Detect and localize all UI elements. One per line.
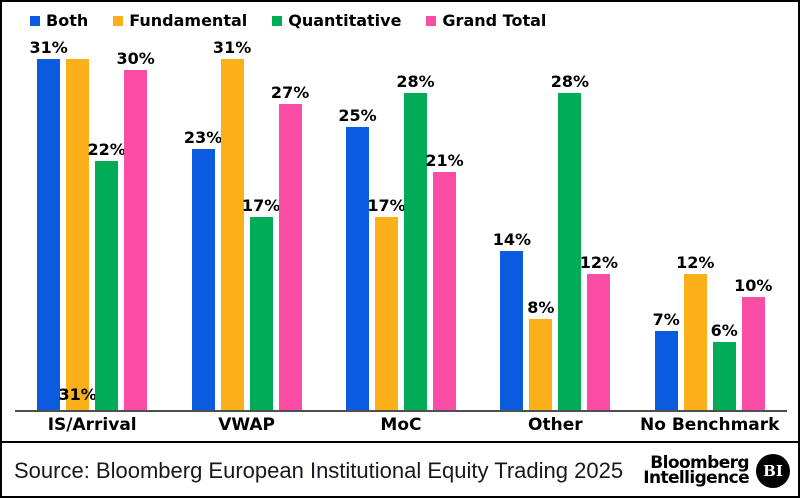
bar-fundamental [529,319,553,410]
category-label: Other [528,415,583,435]
bar-value-label: 27% [270,83,310,102]
legend-label: Both [46,11,89,30]
bar-grand-total [741,297,765,410]
bar-quantitative [249,217,273,410]
bar-fundamental [374,217,398,410]
bar-grand-total [124,70,148,410]
bar-grand-total [432,172,456,410]
bar-slot: 14% [493,36,531,410]
bar-value-label: 21% [425,151,464,170]
legend-swatch-icon [30,15,40,26]
bar-grand-total [587,274,611,410]
legend-item: Both [30,11,88,30]
bar-both [654,331,678,410]
bar-slot: 6% [710,36,738,410]
bar-slot: 23% [184,36,222,410]
logo-line1: Bloomberg [650,452,749,473]
legend-item: Quantitative [272,11,401,30]
bar-quantitative [95,161,119,410]
bar-value-label: 17% [241,196,281,215]
bar-both [191,149,215,410]
bar-value-label: 14% [492,230,532,249]
category-axis: IS/Arrival VWAP MoC Other No Benchmark [15,415,787,435]
legend-swatch-icon [113,15,124,26]
bar-grand-total [278,104,302,410]
bar-slot: 22% [88,36,126,410]
bar-quantitative [403,93,427,410]
bar-slot: 17% [367,36,406,410]
bar-group: 7% 12% 6% 10% [652,36,772,410]
bar-value-label: 7% [652,310,680,329]
bar-slot: 12% [676,36,714,410]
bar-slot: 28% [396,36,435,410]
bar-value-label: 28% [396,72,435,91]
legend-label: Fundamental [129,11,248,30]
bar-fundamental [683,274,707,410]
bloomberg-intelligence-logo: Bloomberg Intelligence BI [643,452,790,488]
bar-value-label: 8% [527,298,555,317]
bar-slot: 28% [551,36,589,410]
bar-value-label: 12% [676,253,715,272]
bar-value-label: 31% [58,385,97,404]
bar-group: 23% 31% 17% 27% [184,36,309,410]
bar-value-label: 30% [116,49,155,68]
logo-line2: Intelligence [643,467,749,488]
bar-slot: 8% [527,36,555,410]
bar-slot: 21% [425,36,464,410]
bar-both [345,127,369,410]
bar-value-label: 28% [550,72,590,91]
bar-slot: 31% [213,36,251,410]
bar-fundamental [66,59,90,410]
category-label: MoC [380,415,422,435]
legend-label: Grand Total [442,11,547,30]
bar-slot: 12% [580,36,618,410]
bar-slot: 7% [652,36,680,410]
bar-slot: 30% [117,36,155,410]
legend-label: Quantitative [288,11,402,30]
bar-value-label: 22% [87,140,126,159]
legend-item: Grand Total [426,11,546,30]
legend: Both Fundamental Quantitative Grand Total [30,11,546,30]
logo-wordmark: Bloomberg Intelligence [643,452,749,488]
bar-group: 25% 17% 28% 21% [338,36,464,410]
category-label: VWAP [218,415,275,435]
bar-value-label: 31% [29,38,68,57]
footer: Source: Bloomberg European Institutional… [2,443,798,496]
category-label: No Benchmark [640,415,780,435]
legend-swatch-icon [272,15,283,26]
bar-group: 31% 31% 22% 30% [30,36,155,410]
category-label: IS/Arrival [47,415,137,435]
bar-fundamental [220,59,244,410]
bar-slot: 10% [734,36,772,410]
bar-both [37,59,61,410]
bar-slot: 17% [242,36,280,410]
bar-slot: 31% [59,36,97,410]
bar-quantitative [558,93,582,410]
bar-value-label: 23% [183,128,223,147]
bar-value-label: 6% [710,321,738,340]
bar-slot: 25% [338,36,377,410]
bar-group: 14% 8% 28% 12% [493,36,618,410]
bar-both [500,251,524,410]
legend-item: Fundamental [113,11,247,30]
plot-area: 31% 31% 22% 30% 23% 31% 17% 27% 25% 17% 28% 21% 14% 8… [15,36,787,412]
legend-swatch-icon [426,15,437,26]
bar-slot: 31% [30,36,68,410]
chart-footer-divider [2,441,798,443]
bar-value-label: 31% [212,38,252,57]
bar-value-label: 10% [734,276,773,295]
bar-quantitative [712,342,736,410]
bar-value-label: 17% [367,196,406,215]
bi-badge-icon: BI [756,453,790,488]
bar-value-label: 12% [579,253,619,272]
bar-value-label: 25% [338,106,377,125]
bar-slot: 27% [271,36,309,410]
source-caption: Source: Bloomberg European Institutional… [14,457,624,483]
